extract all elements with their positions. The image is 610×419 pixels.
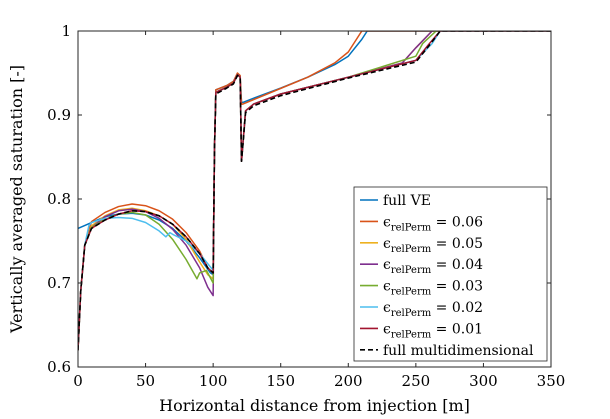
- y-tick-label: 0.7: [47, 274, 71, 292]
- legend-entry: ϵrelPerm = 0.03: [383, 279, 483, 298]
- y-tick-label: 0.9: [47, 106, 71, 124]
- x-axis-label: Horizontal distance from injection [m]: [159, 396, 470, 415]
- legend-entry: ϵrelPerm = 0.06: [383, 214, 483, 233]
- legend-entry: full VE: [383, 193, 431, 209]
- legend-entry: ϵrelPerm = 0.04: [383, 257, 483, 276]
- x-tick-label: 50: [136, 372, 155, 390]
- x-tick-label: 300: [469, 372, 498, 390]
- y-axis-label: Vertically averaged saturation [-]: [7, 65, 26, 334]
- x-tick-label: 150: [266, 372, 295, 390]
- legend-entry: ϵrelPerm = 0.05: [383, 236, 483, 255]
- y-tick-label: 1: [61, 22, 71, 40]
- series-layer: [78, 31, 551, 351]
- x-tick-label: 250: [402, 372, 431, 390]
- legend-entry: ϵrelPerm = 0.02: [383, 300, 483, 319]
- y-tick-label: 0.8: [47, 190, 71, 208]
- y-tick-label: 0.6: [47, 358, 71, 376]
- legend-box: [353, 186, 548, 362]
- legend-entry: ϵrelPerm = 0.01: [383, 321, 483, 340]
- x-tick-label: 350: [537, 372, 566, 390]
- legend: full VE ϵrelPerm = 0.06 ϵrelPerm = 0.05 ϵre…: [353, 186, 548, 362]
- legend-entry: full multidimensional: [383, 343, 534, 359]
- x-tick-label: 200: [334, 372, 363, 390]
- series-line-7: [78, 31, 551, 351]
- x-tick-label: 100: [199, 372, 228, 390]
- x-tick-label: 0: [73, 372, 83, 390]
- series-line-8: [78, 31, 551, 351]
- ticks-layer: 0 50 100 150 200 250 300 350 0.6 0.7 0.8 0.9 1: [47, 22, 565, 390]
